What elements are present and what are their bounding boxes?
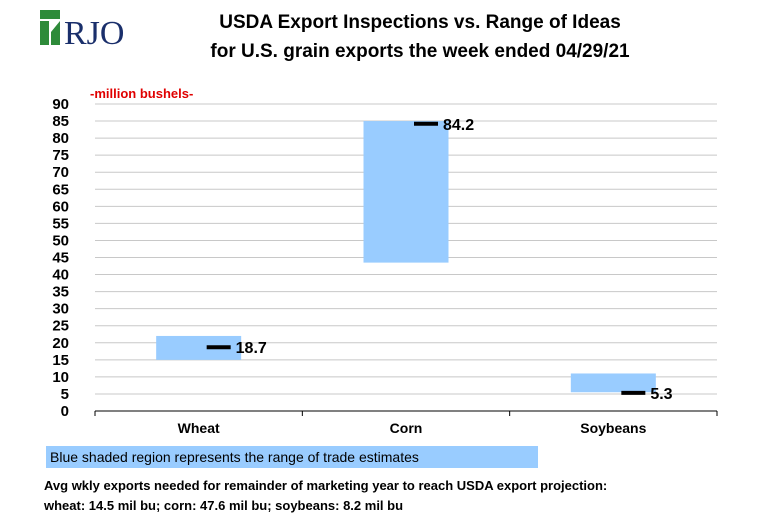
x-category-label: Wheat xyxy=(178,420,220,436)
unit-label: -million bushels- xyxy=(90,86,194,101)
y-tick-label: 50 xyxy=(52,232,69,249)
range-bar-soybeans xyxy=(570,373,656,393)
y-tick-label: 85 xyxy=(52,113,69,130)
y-tick-label: 15 xyxy=(52,352,69,369)
y-tick-label: 40 xyxy=(52,267,69,284)
y-tick-label: 45 xyxy=(52,250,69,267)
y-tick-label: 30 xyxy=(52,301,69,318)
y-tick-label: 10 xyxy=(52,369,69,386)
y-tick-label: 75 xyxy=(52,147,69,164)
range-bar-corn xyxy=(363,121,449,263)
data-label: 84.2 xyxy=(443,117,474,134)
logo-text: RJO xyxy=(64,15,124,52)
chart-title: USDA Export Inspections vs. Range of Ide… xyxy=(219,12,621,33)
y-tick-label: 20 xyxy=(52,335,69,352)
data-label: 5.3 xyxy=(650,386,672,403)
rjo-logo: RJO xyxy=(40,10,124,52)
y-tick-label: 80 xyxy=(52,130,69,147)
x-category-label: Soybeans xyxy=(580,420,646,436)
x-category-label: Corn xyxy=(390,420,423,436)
data-label: 18.7 xyxy=(236,340,267,357)
y-tick-label: 65 xyxy=(52,181,69,198)
footnote-line-2: wheat: 14.5 mil bu; corn: 47.6 mil bu; s… xyxy=(44,498,404,513)
y-tick-label: 35 xyxy=(52,284,69,301)
footnote-line-1: Avg wkly exports needed for remainder of… xyxy=(44,478,608,493)
legend-box: Blue shaded region represents the range … xyxy=(46,446,538,468)
y-tick-label: 70 xyxy=(52,164,69,181)
y-tick-label: 5 xyxy=(61,386,69,403)
legend-text: Blue shaded region represents the range … xyxy=(50,449,419,465)
y-tick-label: 90 xyxy=(52,96,69,113)
y-tick-label: 0 xyxy=(61,403,69,420)
chart-subtitle: for U.S. grain exports the week ended 04… xyxy=(210,41,630,62)
y-tick-label: 25 xyxy=(52,318,69,335)
range-bar-wheat xyxy=(156,335,242,360)
y-tick-label: 55 xyxy=(52,215,69,232)
y-tick-label: 60 xyxy=(52,198,69,215)
